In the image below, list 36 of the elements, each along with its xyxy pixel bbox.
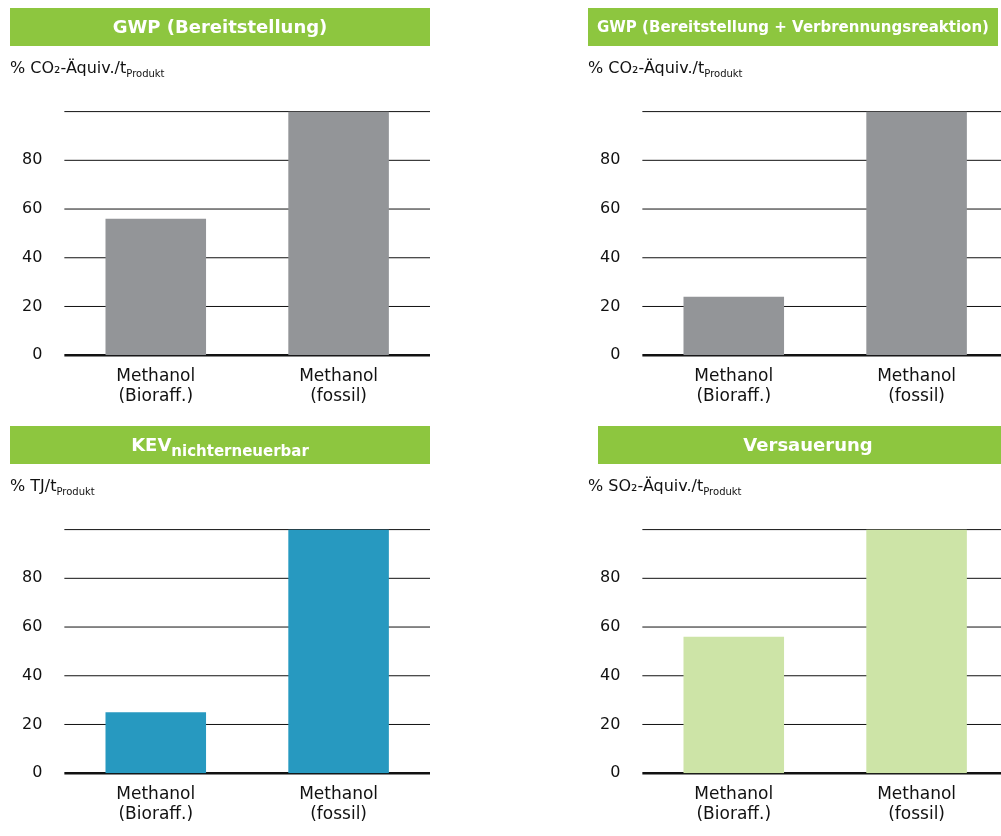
y-tick-label: 80 — [600, 567, 621, 587]
y-axis-title: % TJ/t$_{Produkt}$ — [10, 476, 95, 498]
x-tick-label: Methanol (fossil) — [299, 782, 379, 824]
y-tick-label: 20 — [600, 713, 621, 733]
x-tick-label: Methanol (fossil) — [877, 364, 957, 406]
y-tick-label: 40 — [600, 664, 621, 684]
chart-title: Versauerung — [598, 426, 1001, 464]
y-tick-label: 80 — [22, 149, 43, 169]
chart-title: GWP (Bereitstellung + Verbrennungsreaktion) — [588, 8, 998, 46]
x-tick-label: Methanol (Bioraff.) — [116, 782, 196, 824]
x-tick-label: Methanol (fossil) — [299, 364, 379, 406]
y-tick-label: 0 — [610, 762, 621, 782]
y-tick-label: 20 — [22, 295, 43, 315]
x-tick-label: Methanol (fossil) — [877, 782, 957, 824]
y-tick-label: 60 — [22, 616, 43, 636]
y-tick-label: 40 — [22, 246, 43, 266]
y-tick-label: 60 — [600, 198, 621, 218]
x-tick-label: Methanol (Bioraff.) — [694, 782, 774, 824]
y-axis-title: % CO₂-Äquiv./t$_{Produkt}$ — [10, 58, 165, 80]
y-tick-label: 60 — [22, 198, 43, 218]
y-tick-label: 40 — [600, 246, 621, 266]
y-tick-label: 60 — [600, 616, 621, 636]
y-axis-title: % CO₂-Äquiv./t$_{Produkt}$ — [588, 58, 743, 80]
y-tick-label: 40 — [22, 664, 43, 684]
x-tick-label: Methanol (Bioraff.) — [694, 364, 774, 406]
y-tick-label: 0 — [610, 344, 621, 364]
x-tick-label: Methanol (Bioraff.) — [116, 364, 196, 406]
y-tick-label: 20 — [600, 295, 621, 315]
y-tick-label: 0 — [32, 344, 43, 364]
y-axis-title: % SO₂-Äquiv./t$_{Produkt}$ — [588, 476, 742, 498]
chart-title: KEV$_{nichterneuerbar}$ — [10, 426, 430, 464]
y-tick-label: 0 — [32, 762, 43, 782]
y-tick-label: 80 — [600, 149, 621, 169]
y-tick-label: 80 — [22, 567, 43, 587]
chart-title: GWP (Bereitstellung) — [10, 8, 430, 46]
y-tick-label: 20 — [22, 713, 43, 733]
